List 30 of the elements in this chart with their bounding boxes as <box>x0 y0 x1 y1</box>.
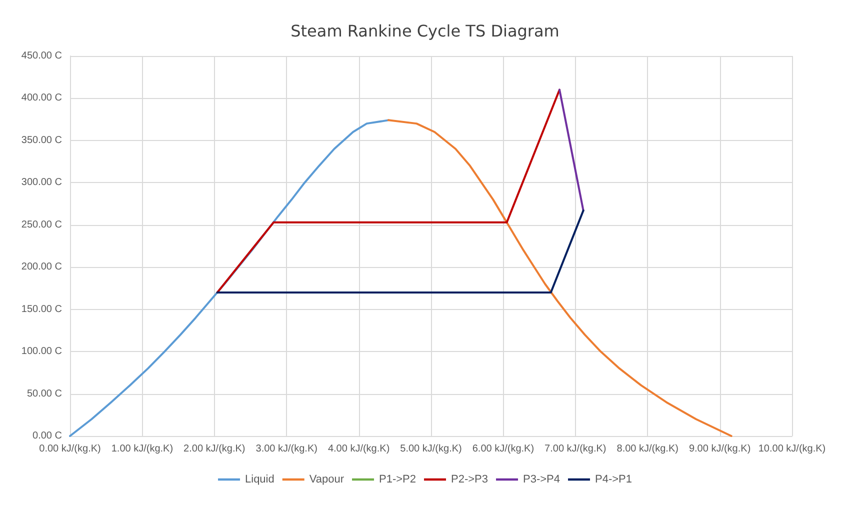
line-series <box>69 119 390 437</box>
x-tick-label: 10.00 kJ/(kg.K) <box>758 444 826 454</box>
x-tick-label: 6.00 kJ/(kg.K) <box>472 444 534 454</box>
y-tick-label: 400.00 C <box>21 92 62 104</box>
y-tick-label: 0.00 C <box>32 430 62 442</box>
y-tick-label: 150.00 C <box>21 304 62 315</box>
line-series <box>387 119 732 437</box>
y-tick-label: 200.00 C <box>21 262 62 273</box>
legend-label: Vapour <box>309 474 344 486</box>
legend-label: P2->P3 <box>451 474 488 486</box>
legend-label: P4->P1 <box>595 474 632 486</box>
x-tick-label: 3.00 kJ/(kg.K) <box>256 444 318 454</box>
y-tick-label: 100.00 C <box>21 346 62 358</box>
x-tick-label: 5.00 kJ/(kg.K) <box>400 444 462 454</box>
y-tick-label: 250.00 C <box>21 219 62 230</box>
y-tick-label: 350.00 C <box>21 134 62 146</box>
legend-label: P1->P2 <box>379 474 416 486</box>
x-tick-label: 7.00 kJ/(kg.K) <box>544 444 606 454</box>
x-tick-label: 8.00 kJ/(kg.K) <box>616 444 678 454</box>
x-tick-label: 0.00 kJ/(kg.K) <box>39 444 101 454</box>
x-tick-label: 1.00 kJ/(kg.K) <box>111 444 174 454</box>
legend-label: P3->P4 <box>523 474 560 486</box>
x-tick-label: 4.00 kJ/(kg.K) <box>328 444 390 454</box>
y-tick-label: 50.00 C <box>26 388 62 400</box>
chart-title: Steam Rankine Cycle TS Diagram <box>290 22 560 40</box>
y-tick-label: 450.00 C <box>21 50 62 62</box>
x-tick-label: 2.00 kJ/(kg.K) <box>184 444 246 454</box>
y-tick-label: 300.00 C <box>21 177 62 188</box>
legend-label: Liquid <box>245 474 274 486</box>
x-tick-label: 9.00 kJ/(kg.K) <box>688 444 751 454</box>
